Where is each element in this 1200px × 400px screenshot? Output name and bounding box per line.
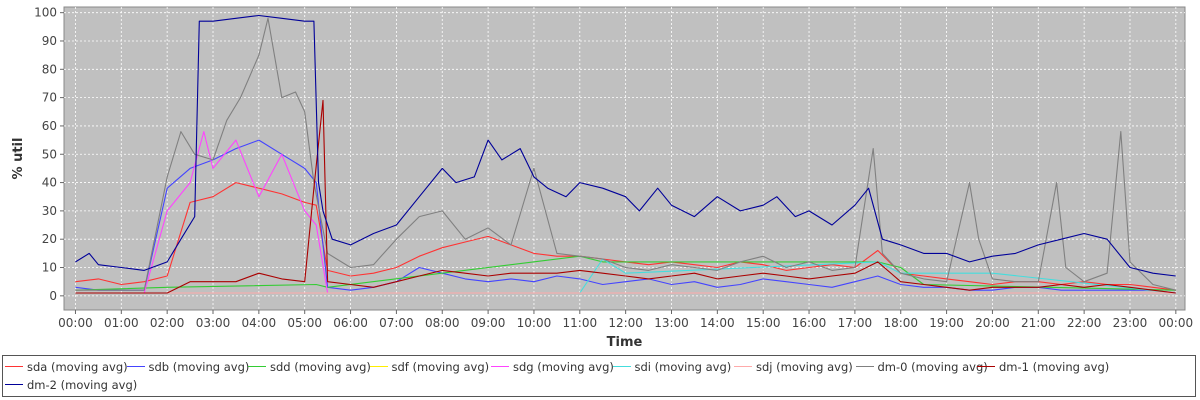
x-tick-label: 20:00 bbox=[975, 316, 1010, 330]
legend-label: sdb (moving avg) bbox=[148, 360, 250, 374]
x-tick-label: 11:00 bbox=[563, 316, 598, 330]
x-tick-label: 15:00 bbox=[746, 316, 781, 330]
y-tick-label: 80 bbox=[42, 62, 57, 76]
x-tick-label: 00:00 bbox=[1159, 316, 1194, 330]
x-tick-label: 18:00 bbox=[883, 316, 918, 330]
x-tick-label: 13:00 bbox=[654, 316, 689, 330]
y-tick-label: 90 bbox=[42, 34, 57, 48]
x-tick-label: 03:00 bbox=[196, 316, 231, 330]
grid-lines bbox=[64, 7, 1185, 310]
legend-item: dm-0 (moving avg) bbox=[855, 360, 988, 374]
x-tick-label: 02:00 bbox=[150, 316, 185, 330]
legend-swatch bbox=[5, 384, 23, 385]
legend-swatch bbox=[734, 366, 752, 367]
x-tick-label: 10:00 bbox=[517, 316, 552, 330]
x-tick-label: 16:00 bbox=[792, 316, 827, 330]
series-lines bbox=[75, 14, 1176, 294]
chart-legend: sda (moving avg) sdb (moving avg) sdd (mov… bbox=[2, 355, 1196, 397]
y-tick-label: 70 bbox=[42, 91, 57, 105]
legend-label: sdi (moving avg) bbox=[634, 360, 732, 374]
y-tick-label: 50 bbox=[42, 147, 57, 161]
legend-label: sdd (moving avg) bbox=[270, 360, 371, 374]
legend-swatch bbox=[248, 366, 266, 367]
plot-area bbox=[63, 6, 1186, 311]
legend-swatch bbox=[977, 366, 995, 367]
legend-item: sdj (moving avg) bbox=[734, 360, 853, 374]
legend-label: sdf (moving avg) bbox=[391, 360, 490, 374]
y-tick-label: 20 bbox=[42, 232, 57, 246]
x-tick-label: 22:00 bbox=[1067, 316, 1102, 330]
series-line-dm-0 bbox=[75, 17, 1176, 291]
legend-label: dm-2 (moving avg) bbox=[27, 378, 138, 392]
y-axis-title: % util bbox=[11, 138, 26, 180]
x-tick-label: 14:00 bbox=[700, 316, 735, 330]
x-tick-label: 01:00 bbox=[104, 316, 139, 330]
utilization-line-chart: 0 10 20 30 40 50 60 70 80 90 100 00:00 01:00 02:00 03… bbox=[11, 6, 1193, 350]
x-tick-label: 21:00 bbox=[1021, 316, 1056, 330]
y-axis-ticks: 0 10 20 30 40 50 60 70 80 90 100 bbox=[34, 6, 64, 303]
legend-label: sdj (moving avg) bbox=[756, 360, 853, 374]
legend-item: sda (moving avg) bbox=[5, 360, 128, 374]
legend-label: sdg (moving avg) bbox=[513, 360, 614, 374]
series-line-dm-2 bbox=[75, 14, 1176, 277]
series-line-sdi bbox=[75, 258, 1176, 294]
x-tick-label: 23:00 bbox=[1113, 316, 1148, 330]
legend-swatch bbox=[126, 366, 145, 367]
x-tick-label: 12:00 bbox=[608, 316, 643, 330]
x-axis-ticks: 00:00 01:00 02:00 03:00 04:00 05:00 06:00 07:00… bbox=[58, 310, 1193, 330]
legend-swatch bbox=[855, 366, 874, 367]
x-axis-title: Time bbox=[607, 335, 643, 350]
x-tick-label: 17:00 bbox=[838, 316, 873, 330]
legend-item: sdb (moving avg) bbox=[126, 360, 250, 374]
legend-label: dm-0 (moving avg) bbox=[877, 360, 988, 374]
x-tick-label: 04:00 bbox=[242, 316, 277, 330]
x-tick-label: 07:00 bbox=[379, 316, 414, 330]
legend-swatch bbox=[5, 366, 23, 367]
legend-item: sdd (moving avg) bbox=[248, 360, 371, 374]
x-tick-label: 19:00 bbox=[929, 316, 964, 330]
legend-item: dm-1 (moving avg) bbox=[977, 360, 1109, 374]
legend-item: dm-2 (moving avg) bbox=[5, 378, 137, 392]
y-tick-label: 10 bbox=[42, 261, 57, 275]
legend-label: sda (moving avg) bbox=[27, 360, 128, 374]
y-tick-label: 100 bbox=[34, 6, 57, 20]
legend-item: sdi (moving avg) bbox=[612, 360, 732, 374]
y-tick-label: 40 bbox=[42, 176, 57, 190]
x-tick-label: 09:00 bbox=[471, 316, 506, 330]
series-line-sdb bbox=[75, 139, 1176, 294]
legend-item: sdf (moving avg) bbox=[369, 360, 490, 374]
y-tick-label: 30 bbox=[42, 204, 57, 218]
legend-swatch bbox=[612, 366, 631, 367]
legend-item: sdg (moving avg) bbox=[491, 360, 614, 374]
series-line-dm-1 bbox=[75, 99, 1176, 294]
x-tick-label: 00:00 bbox=[58, 316, 93, 330]
y-tick-label: 0 bbox=[49, 289, 57, 303]
x-tick-label: 05:00 bbox=[287, 316, 322, 330]
legend-swatch bbox=[369, 366, 388, 367]
legend-label: dm-1 (moving avg) bbox=[999, 360, 1110, 374]
x-tick-label: 06:00 bbox=[333, 316, 368, 330]
legend-swatch bbox=[491, 366, 509, 367]
x-tick-label: 08:00 bbox=[425, 316, 460, 330]
y-tick-label: 60 bbox=[42, 119, 57, 133]
